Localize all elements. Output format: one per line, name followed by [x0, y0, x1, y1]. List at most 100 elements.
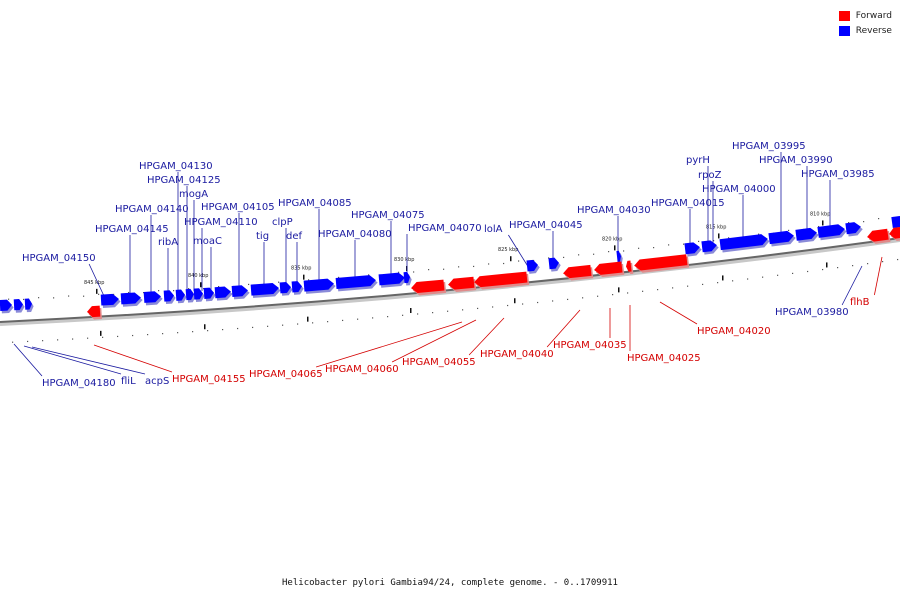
- scale-dot: [653, 247, 655, 249]
- scale-dot: [488, 263, 490, 265]
- legend-forward: Forward: [838, 8, 892, 23]
- gene-label: HPGAM_04075: [351, 210, 425, 221]
- scale-dot: [158, 290, 160, 292]
- scale-dot: [12, 341, 14, 343]
- scale-tick: [100, 330, 102, 336]
- gene-label: ribA: [158, 237, 178, 248]
- leader-line: [546, 309, 581, 348]
- gene-label: HPGAM_04000: [702, 184, 776, 195]
- scale-tick: [826, 262, 828, 268]
- scale-dot: [128, 291, 130, 294]
- gene-arrow-forward-3: [474, 271, 530, 290]
- gene-arrow-reverse-29: [845, 222, 863, 237]
- gene-label: HPGAM_03980: [775, 307, 849, 318]
- gene-arrow-reverse-27: [795, 227, 819, 244]
- scale-dot: [762, 276, 764, 278]
- scale-dot: [848, 222, 850, 224]
- leader-line: [23, 345, 122, 375]
- gene-label: mogA: [179, 189, 208, 200]
- scale-dot: [668, 244, 670, 246]
- scale-dot: [837, 267, 839, 269]
- scale-dot: [398, 271, 400, 273]
- scale-dot: [222, 328, 224, 331]
- scale-tick: [718, 233, 720, 239]
- scale-dot: [863, 221, 865, 223]
- scale-dot: [567, 298, 569, 301]
- gene-label: fliL: [121, 376, 136, 387]
- leader-line: [31, 346, 146, 375]
- genome-backbone: [0, 237, 900, 323]
- gene-label: HPGAM_04155: [172, 374, 246, 385]
- scale-dot: [597, 295, 599, 297]
- scale-dot: [162, 333, 164, 335]
- gene-label: HPGAM_04140: [115, 204, 189, 215]
- gene-arrow-reverse-19: [403, 271, 412, 286]
- gene-label: HPGAM_04110: [184, 217, 258, 228]
- scale-dot: [792, 272, 794, 275]
- gene-arrow-reverse-11: [214, 286, 233, 301]
- scale-dot: [177, 332, 179, 334]
- scale-dot: [192, 331, 194, 333]
- scale-dot: [252, 326, 254, 329]
- forward-swatch: [838, 10, 850, 21]
- gene-label: HPGAM_04125: [147, 175, 221, 186]
- scale-dot: [518, 260, 520, 262]
- scale-dot: [548, 257, 550, 259]
- gene-arrow-reverse-0: [0, 299, 14, 314]
- scale-dot: [338, 276, 340, 279]
- leader-line: [315, 321, 463, 368]
- scale-dot: [72, 338, 74, 340]
- gene-labels: HPGAM_04180 fliL acpS HPGAM_04150 HPGAM_0414…: [22, 141, 875, 389]
- scale-dot: [698, 240, 700, 243]
- reverse-swatch: [838, 25, 850, 36]
- scale-tick: [96, 288, 98, 294]
- gene-label: HPGAM_04020: [697, 326, 771, 337]
- scale-dot: [417, 313, 419, 315]
- scale-dot: [507, 304, 509, 307]
- scale-dot: [582, 297, 584, 299]
- scale-dot: [563, 256, 565, 259]
- scale-dot: [777, 274, 779, 276]
- leader-line: [468, 317, 505, 356]
- gene-label: HPGAM_04060: [325, 364, 399, 375]
- gene-label: HPGAM_03990: [759, 155, 833, 166]
- scale-label: 845 kbp: [84, 280, 104, 286]
- legend: Forward Reverse: [838, 8, 892, 38]
- scale-dot: [113, 293, 115, 296]
- scale-dot: [87, 337, 89, 339]
- scale-dot: [27, 340, 29, 343]
- scale-label: 840 kbp: [188, 273, 208, 279]
- scale-dot: [23, 298, 25, 301]
- gene-arrow-forward-8: [867, 228, 891, 244]
- scale-dot: [758, 233, 760, 235]
- gene-arrow-reverse-26: [768, 230, 796, 247]
- scale-tick: [722, 275, 724, 281]
- scale-dot: [593, 253, 595, 255]
- label-leader-lines: [13, 152, 883, 377]
- legend-forward-label: Forward: [855, 10, 892, 21]
- gene-arrow-forward-0: [87, 305, 102, 320]
- scale-dot: [8, 298, 10, 300]
- gene-label: HPGAM_03995: [732, 141, 806, 152]
- scale-dot: [638, 247, 640, 249]
- leader-line: [841, 265, 863, 306]
- gene-arrow-reverse-10: [203, 287, 216, 302]
- scale-tick: [200, 282, 202, 288]
- gene-label: def: [286, 231, 303, 242]
- legend-reverse: Reverse: [838, 23, 892, 38]
- gene-label: HPGAM_04080: [318, 229, 392, 240]
- scale-dot: [702, 283, 704, 286]
- scale-dot: [372, 317, 374, 319]
- gene-arrow-reverse-22: [616, 250, 623, 265]
- scale-dot: [432, 312, 434, 314]
- leader-line: [391, 319, 477, 363]
- gene-label: acpS: [145, 376, 169, 387]
- scale-dot: [713, 240, 715, 242]
- gene-arrow-forward-7: [634, 254, 690, 273]
- scale-dot: [413, 271, 415, 273]
- scale-dot: [357, 318, 359, 320]
- scale-dot: [642, 290, 644, 292]
- scale-dot: [203, 288, 205, 290]
- gene-arrow-reverse-17: [335, 275, 378, 292]
